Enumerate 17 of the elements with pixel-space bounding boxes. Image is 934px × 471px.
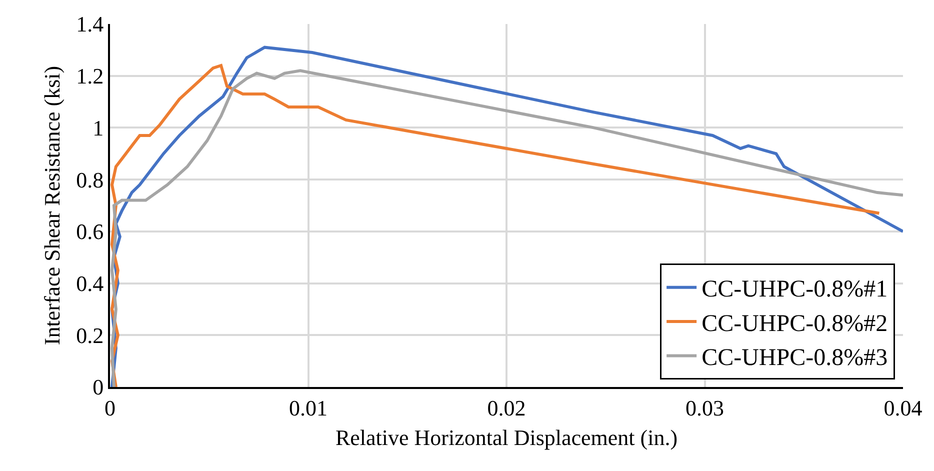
legend-label: CC-UHPC-0.8%#2 — [702, 310, 888, 337]
legend-label: CC-UHPC-0.8%#3 — [702, 345, 888, 372]
x-axis-title: Relative Horizontal Displacement (in.) — [335, 424, 678, 450]
x-tick-label: 0.02 — [487, 395, 526, 420]
x-tick-label: 0.01 — [289, 395, 328, 420]
y-axis-title: Interface Shear Resistance (ksi) — [39, 66, 64, 346]
y-tick-label: 0.2 — [76, 322, 104, 348]
y-tick-label: 0.8 — [76, 167, 104, 192]
legend-label: CC-UHPC-0.8%#1 — [702, 276, 888, 303]
y-tick-label: 1.2 — [76, 64, 104, 89]
x-tick-label: 0.04 — [884, 395, 922, 420]
y-tick-label: 1 — [92, 115, 104, 140]
y-tick-label: 0.6 — [76, 219, 104, 244]
y-tick-label: 1.4 — [76, 12, 104, 37]
x-tick-label: 0.03 — [686, 395, 724, 420]
y-tick-label: 0 — [92, 374, 104, 400]
y-tick-label: 0.4 — [76, 270, 104, 296]
